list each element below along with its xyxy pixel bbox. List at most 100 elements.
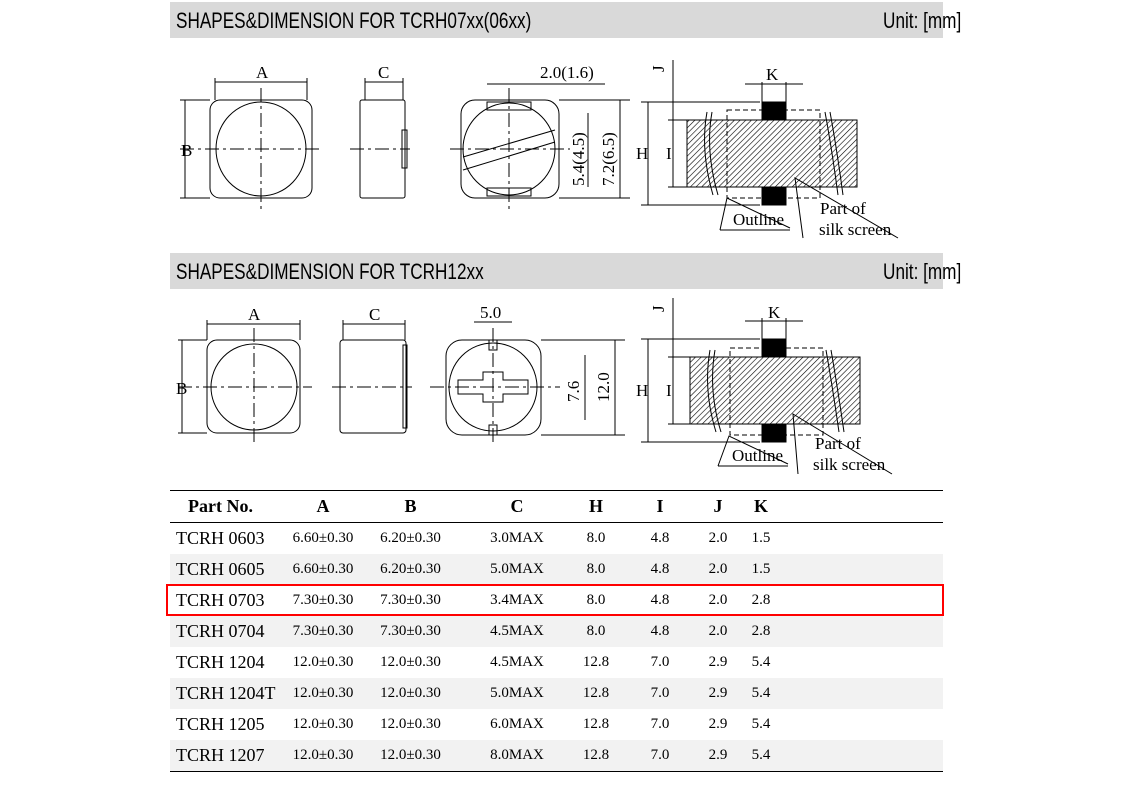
dim-label-h: H — [636, 144, 648, 163]
value-cell: 2.9 — [704, 678, 732, 709]
outline-label: Outline — [732, 446, 783, 465]
dim-label-inner: 5.4(4.5) — [569, 132, 588, 186]
value-cell: 1.5 — [732, 554, 790, 585]
value-cell: 6.60±0.30 — [283, 554, 363, 585]
value-cell: 5.0MAX — [458, 678, 576, 709]
dim-label-inner: 7.6 — [564, 381, 583, 402]
part-number-cell: TCRH 1205 — [176, 714, 265, 734]
value-cell: 12.0±0.30 — [283, 678, 363, 709]
spacer — [790, 647, 943, 678]
dim-label-j: J — [649, 65, 668, 72]
value-cell: 7.0 — [650, 654, 670, 670]
dim-label-h: H — [636, 381, 648, 400]
value-cell: 12.0±0.30 — [363, 678, 458, 709]
value-cell: 4.8 — [650, 530, 670, 546]
value-cell: 12.0±0.30 — [380, 716, 441, 732]
dim-label-k: K — [768, 303, 781, 322]
value-cell: 7.0 — [616, 740, 704, 772]
dim-label-i: I — [666, 144, 672, 163]
value-cell: 7.30±0.30 — [380, 592, 441, 608]
part-number-cell: TCRH 0603 — [176, 528, 265, 548]
silk-screen-label-2: silk screen — [819, 220, 892, 239]
table-header-row: Part No. A B C H I J K — [170, 490, 943, 523]
silk-screen-label-1: Part of — [815, 434, 861, 453]
col-header: A — [283, 490, 363, 523]
spacer — [790, 490, 943, 523]
value-cell: 2.0 — [708, 592, 728, 608]
value-cell: 12.8 — [576, 678, 616, 709]
section-title: SHAPES&DIMENSION FOR TCRH07xx(06xx) — [176, 8, 532, 33]
spacer — [790, 678, 943, 709]
value-cell: 4.5MAX — [490, 654, 544, 670]
part-number-cell: TCRH 0704 — [170, 616, 283, 647]
value-cell: 12.0±0.30 — [283, 740, 363, 772]
value-cell: 2.9 — [708, 716, 728, 732]
value-cell: 2.0 — [708, 530, 728, 546]
value-cell: 5.0MAX — [458, 554, 576, 585]
value-cell: 4.5MAX — [458, 616, 576, 647]
value-cell: 2.8 — [751, 592, 771, 608]
col-header: K — [732, 490, 790, 523]
value-cell: 12.0±0.30 — [292, 654, 354, 670]
table-row: TCRH 1204T 12.0±0.30 12.0±0.30 5.0MAX 12.8 7.… — [170, 678, 943, 709]
table-row: TCRH 0704 7.30±0.30 7.30±0.30 4.5MAX 8.0 4.8 2… — [170, 616, 943, 647]
unit-label: Unit: [mm] — [882, 259, 961, 284]
value-cell: 4.8 — [616, 554, 704, 585]
table-row: TCRH 1205 12.0±0.30 12.0±0.30 6.0MAX 12.8 7.0… — [170, 709, 943, 740]
value-cell: 12.8 — [582, 716, 610, 732]
col-header: Part No. — [170, 490, 283, 523]
dim-label-b: B — [176, 379, 187, 398]
value-cell: 4.8 — [616, 616, 704, 647]
table-row: TCRH 1204 12.0±0.30 12.0±0.30 4.5MAX 12.8 7.0… — [170, 647, 943, 678]
value-cell: 12.0±0.30 — [363, 740, 458, 772]
value-cell: 6.60±0.30 — [292, 530, 354, 546]
spacer — [790, 616, 943, 647]
outline-label: Outline — [733, 210, 784, 229]
part-number-cell: TCRH 0703 — [176, 590, 265, 610]
dim-label-slot: 2.0(1.6) — [540, 63, 594, 82]
value-cell: 7.30±0.30 — [283, 616, 363, 647]
spacer — [790, 740, 943, 772]
table-row: TCRH 0703 7.30±0.30 7.30±0.30 3.4MAX 8.0 4.8 2… — [170, 585, 943, 616]
value-cell: 8.0 — [576, 616, 616, 647]
value-cell: 2.0 — [704, 554, 732, 585]
col-header: C — [458, 490, 576, 523]
col-header: H — [576, 490, 616, 523]
col-header: J — [704, 490, 732, 523]
part-number-cell: TCRH 1207 — [170, 740, 283, 772]
dim-label-a: A — [248, 305, 261, 324]
section-title: SHAPES&DIMENSION FOR TCRH12xx — [176, 259, 484, 284]
dim-label-outer: 12.0 — [594, 372, 613, 402]
drawing-tcrh07 — [180, 60, 899, 239]
value-cell: 8.0MAX — [458, 740, 576, 772]
dim-label-a: A — [256, 63, 269, 82]
dim-label-b: B — [181, 141, 192, 160]
dimension-table: Part No. A B C H I J K TCRH 0603 6.60±0.3… — [170, 490, 943, 772]
value-cell: 12.0±0.30 — [380, 654, 441, 670]
dim-label-slot: 5.0 — [480, 303, 501, 322]
value-cell: 2.9 — [704, 740, 732, 772]
highlight-box — [166, 584, 944, 616]
part-number-cell: TCRH 1204T — [170, 678, 283, 709]
col-header: I — [616, 490, 704, 523]
value-cell: 5.4 — [751, 716, 771, 732]
value-cell: 8.0 — [586, 530, 606, 546]
value-cell: 7.0 — [616, 678, 704, 709]
dim-label-k: K — [766, 65, 779, 84]
value-cell: 2.0 — [704, 616, 732, 647]
dim-label-outer: 7.2(6.5) — [599, 132, 618, 186]
value-cell: 12.8 — [582, 654, 610, 670]
part-number-cell: TCRH 1204 — [176, 652, 265, 672]
part-number-cell: TCRH 0605 — [170, 554, 283, 585]
dim-label-j: J — [649, 305, 668, 312]
silk-screen-label-1: Part of — [820, 199, 866, 218]
value-cell: 12.8 — [576, 740, 616, 772]
col-header: B — [363, 490, 458, 523]
silk-screen-label-2: silk screen — [813, 455, 886, 474]
value-cell: 1.5 — [751, 530, 771, 546]
dim-label-i: I — [666, 381, 672, 400]
value-cell: 12.0±0.30 — [292, 716, 354, 732]
section-header-tcrh07: SHAPES&DIMENSION FOR TCRH07xx(06xx) Unit… — [170, 2, 961, 38]
dim-label-c: C — [369, 305, 380, 324]
value-cell: 3.0MAX — [490, 530, 544, 546]
